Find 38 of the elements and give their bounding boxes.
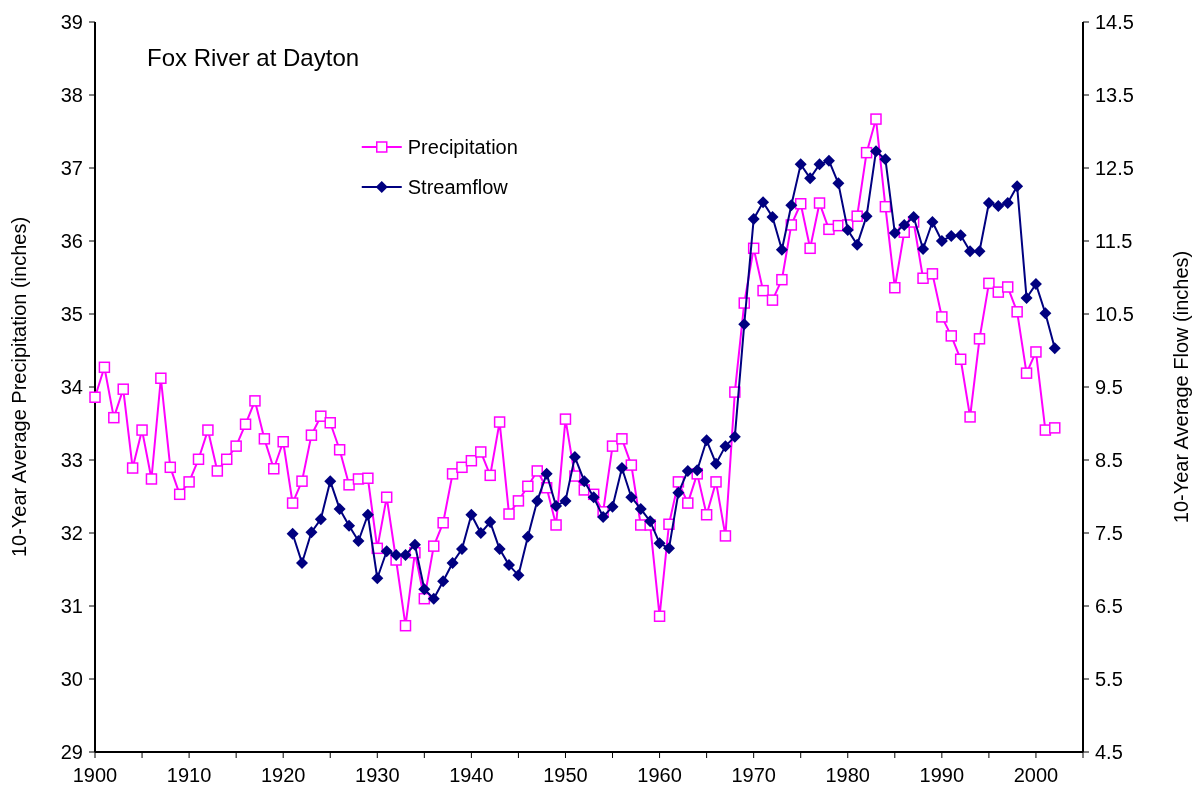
y-tick-label: 35 (60, 303, 83, 325)
x-tick-label: 1930 (355, 764, 400, 786)
y-tick-label: 38 (60, 84, 83, 106)
text: Fox River at Dayton (147, 44, 360, 71)
y-axis-title: 10-Year Average Precipitation (inches) (8, 216, 30, 558)
x-tick-label: 1950 (543, 764, 588, 786)
y2-tick-label: 4.5 (1095, 741, 1123, 763)
legend-label: Streamflow (407, 176, 509, 198)
y-tick-label: 32 (60, 522, 83, 544)
x-tick-label: 1980 (825, 764, 871, 786)
y2-tick-label: 10.5 (1095, 303, 1134, 325)
y2-tick-label: 8.5 (1095, 449, 1123, 471)
y-tick-label: 36 (60, 230, 83, 252)
y2-tick-label: 9.5 (1095, 376, 1123, 398)
x-tick-label: 2000 (1013, 764, 1059, 786)
y-tick-label: 37 (60, 157, 83, 179)
y2-tick-label: 11.5 (1095, 230, 1133, 252)
y2-tick-label: 7.5 (1095, 522, 1123, 544)
y-tick-label: 30 (60, 668, 83, 690)
x-tick-label: 1900 (72, 764, 118, 786)
y2-tick-label: 12.5 (1095, 157, 1134, 179)
y-tick-label: 34 (60, 376, 83, 398)
y2-tick-label: 6.5 (1095, 595, 1123, 617)
y-tick-label: 39 (60, 11, 83, 33)
y-tick-label: 29 (60, 741, 83, 763)
x-tick-label: 1920 (260, 764, 306, 786)
y-tick-label: 31 (60, 595, 83, 617)
y2-tick-label: 14.5 (1095, 11, 1134, 33)
x-tick-label: 1940 (449, 764, 494, 786)
x-tick-label: 1990 (919, 764, 965, 786)
legend-label: Precipitation (407, 136, 518, 158)
x-tick-label: 1910 (166, 764, 212, 786)
y2-axis-title: 10-Year Average Flow (inches) (1170, 250, 1192, 524)
x-tick-label: 1970 (731, 764, 776, 786)
y2-tick-label: 5.5 (1095, 668, 1123, 690)
y-tick-label: 33 (60, 449, 83, 471)
x-tick-label: 1960 (637, 764, 682, 786)
y2-tick-label: 13.5 (1095, 84, 1134, 106)
